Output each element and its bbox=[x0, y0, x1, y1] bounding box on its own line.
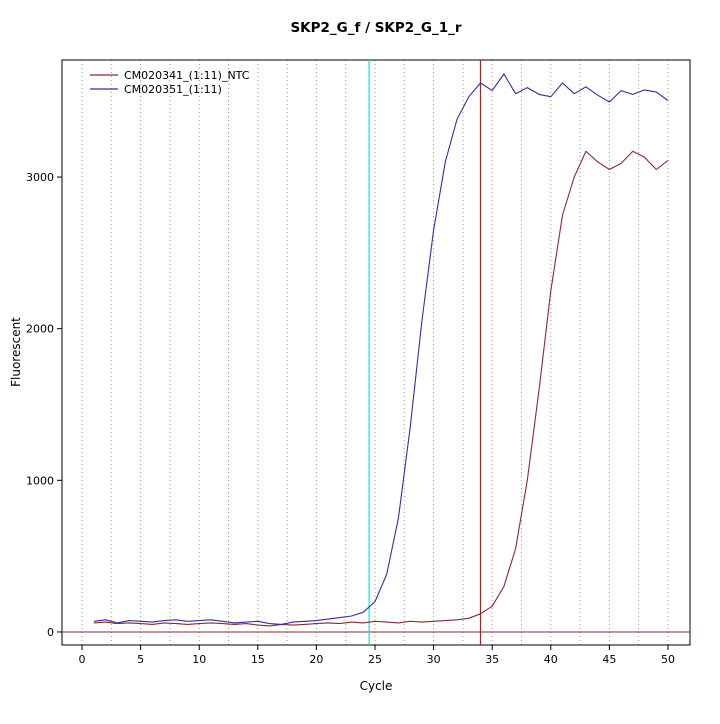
x-axis-label: Cycle bbox=[360, 679, 393, 693]
x-tick-label: 50 bbox=[661, 653, 675, 666]
x-tick-label: 25 bbox=[368, 653, 382, 666]
plot-box bbox=[61, 59, 691, 646]
x-tick-label: 15 bbox=[251, 653, 265, 666]
y-tick-label: 0 bbox=[47, 626, 54, 639]
y-axis-label: Fluorescent bbox=[9, 317, 23, 387]
x-tick-label: 35 bbox=[485, 653, 499, 666]
legend-label: CM020341_(1:11)_NTC bbox=[124, 69, 250, 82]
x-tick-label: 45 bbox=[602, 653, 616, 666]
grid-layer bbox=[81, 60, 669, 645]
y-tick-label: 3000 bbox=[26, 171, 54, 184]
x-tick-label: 40 bbox=[544, 653, 558, 666]
series-line-1 bbox=[93, 73, 669, 625]
series-layer bbox=[62, 60, 690, 645]
x-tick-label: 5 bbox=[137, 653, 144, 666]
x-tick-label: 10 bbox=[192, 653, 206, 666]
chart-title: SKP2_G_f / SKP2_G_1_r bbox=[290, 20, 461, 36]
x-tick-label: 0 bbox=[79, 653, 86, 666]
y-tick-label: 1000 bbox=[26, 474, 54, 487]
series-line-0 bbox=[93, 150, 669, 627]
axes-layer: 0 5 10 15 20 25 30 35 40 45 50 0 1000 2000 3000 bbox=[26, 59, 691, 666]
y-tick-label: 2000 bbox=[26, 323, 54, 336]
x-tick-label: 30 bbox=[427, 653, 441, 666]
legend-label: CM020351_(1:11) bbox=[124, 83, 222, 96]
x-tick-label: 20 bbox=[309, 653, 323, 666]
